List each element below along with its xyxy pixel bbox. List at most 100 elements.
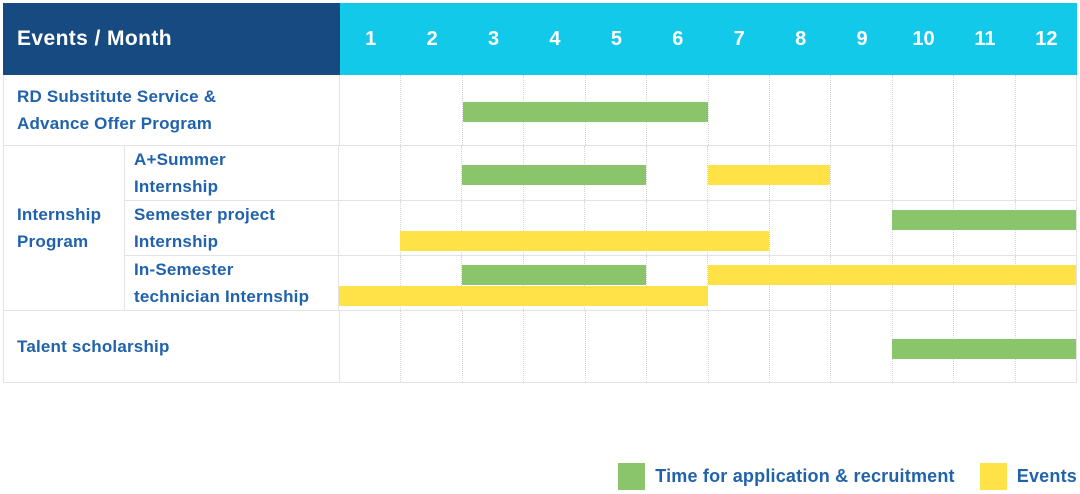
row-label-a-plus-summer: A+Summer Internship [125, 146, 339, 200]
month-header-12: 12 [1035, 27, 1058, 50]
table-header-row: Events / Month 1 2 3 4 5 6 7 8 9 10 11 12 [3, 3, 1077, 75]
month-grid-column [707, 75, 769, 145]
month-grid-column [830, 75, 891, 145]
month-header-6: 6 [672, 27, 684, 50]
month-grid-column [707, 311, 769, 382]
month-header-3: 3 [487, 27, 500, 50]
row-label-in-semester-technician: In-Semester technician Internship [125, 256, 339, 310]
month-grid-column [707, 201, 769, 255]
month-grid-column [584, 311, 646, 382]
row-label-line: Semester project [134, 205, 276, 224]
gantt-track-talent-scholarship [340, 311, 1076, 382]
chart-legend: Time for application & recruitment Event… [618, 463, 1077, 490]
month-header-cells: 1 2 3 4 5 6 7 8 9 10 11 12 [340, 3, 1077, 75]
legend-item-recruitment: Time for application & recruitment [618, 463, 955, 490]
month-header-4: 4 [549, 27, 561, 50]
gantt-track-rd-substitute [340, 75, 1076, 145]
table-row: Talent scholarship [4, 310, 1076, 382]
month-header-5: 5 [610, 27, 622, 50]
gantt-bar-recruitment [891, 209, 1076, 230]
table-body: RD Substitute Service & Advance Offer Pr… [3, 75, 1077, 383]
legend-item-events: Events [979, 463, 1077, 490]
month-grid-column [645, 146, 708, 200]
gantt-track-semester-project [339, 201, 1076, 255]
month-grid-column [1014, 75, 1076, 145]
month-header-1: 1 [365, 27, 377, 50]
row-label-line: Talent scholarship [17, 337, 170, 356]
table-row: Semester project Internship [125, 200, 1076, 255]
month-grid-column [953, 146, 1015, 200]
month-grid-column [953, 75, 1014, 145]
month-grid-column [522, 201, 585, 255]
month-grid-column [830, 311, 891, 382]
recruitment-color-swatch-icon [618, 463, 646, 490]
month-grid-column [768, 201, 831, 255]
row-label-line: In-Semester [134, 260, 234, 279]
table-row: In-Semester technician Internship [125, 255, 1076, 310]
month-grid-column [400, 311, 461, 382]
row-label-line: technician Internship [134, 287, 310, 306]
month-grid-column [1014, 146, 1077, 200]
month-grid-column [399, 146, 462, 200]
month-grid-column [340, 311, 400, 382]
month-grid-column [768, 75, 830, 145]
month-grid-column [340, 75, 400, 145]
events-month-header: Events / Month [3, 3, 340, 75]
events-color-swatch-icon [979, 463, 1007, 490]
gantt-bar-recruitment [461, 264, 647, 285]
month-grid-column [400, 75, 461, 145]
group-subrows: A+Summer Internship Semester project Int… [125, 146, 1076, 310]
internship-program-group: Internship Program A+Summer Internship S… [4, 145, 1076, 310]
group-label-internship-program: Internship Program [4, 146, 125, 310]
month-header-2: 2 [426, 27, 438, 50]
month-header-10: 10 [912, 27, 935, 50]
legend-label-events: Events [1016, 466, 1077, 486]
gantt-bar-events [339, 285, 708, 306]
month-grid-column [584, 201, 646, 255]
table-row: RD Substitute Service & Advance Offer Pr… [4, 75, 1076, 145]
month-grid-column [523, 311, 584, 382]
row-label-talent-scholarship: Talent scholarship [4, 311, 340, 382]
gantt-bar-recruitment [462, 102, 708, 122]
month-grid-column [461, 311, 523, 382]
month-grid-column [461, 201, 523, 255]
gantt-bar-events [707, 264, 1076, 285]
month-header-8: 8 [795, 27, 807, 50]
table-row: A+Summer Internship [125, 146, 1076, 200]
month-grid-column [461, 146, 523, 200]
month-header-11: 11 [974, 27, 996, 50]
gantt-table: Events / Month 1 2 3 4 5 6 7 8 9 10 11 12 RD Substi… [3, 3, 1077, 383]
month-grid-column [830, 146, 892, 200]
month-grid-column [830, 201, 892, 255]
gantt-bar-recruitment [892, 338, 1076, 359]
month-grid-column [339, 201, 400, 255]
gantt-track-a-plus-summer [339, 146, 1076, 200]
group-label-line: Internship Program [17, 205, 102, 251]
gantt-bar-recruitment [461, 165, 647, 185]
month-header-7: 7 [733, 27, 745, 50]
month-grid-column [645, 201, 708, 255]
row-label-line: RD Substitute Service & [17, 87, 217, 106]
gantt-bar-events [707, 165, 831, 185]
gantt-bar-events [400, 230, 769, 251]
month-header-9: 9 [856, 27, 868, 50]
row-label-line: Internship [134, 232, 219, 251]
legend-label-recruitment: Time for application & recruitment [655, 466, 955, 486]
row-label-rd-substitute: RD Substitute Service & Advance Offer Pr… [4, 75, 340, 145]
month-grid-column [461, 256, 523, 310]
gantt-track-in-semester-technician [339, 256, 1076, 310]
month-grid-column [891, 146, 954, 200]
row-label-semester-project: Semester project Internship [125, 201, 339, 255]
month-grid-column [646, 311, 707, 382]
row-label-line: A+Summer [134, 150, 226, 169]
month-grid-column [399, 201, 462, 255]
month-grid-column [461, 75, 523, 145]
month-grid-column [768, 311, 830, 382]
month-grid-column [399, 256, 462, 310]
month-grid-column [707, 256, 769, 310]
row-label-line: Internship [134, 177, 219, 196]
row-label-line: Advance Offer Program [17, 114, 213, 133]
month-grid-column [707, 146, 769, 200]
month-grid-column [891, 75, 953, 145]
